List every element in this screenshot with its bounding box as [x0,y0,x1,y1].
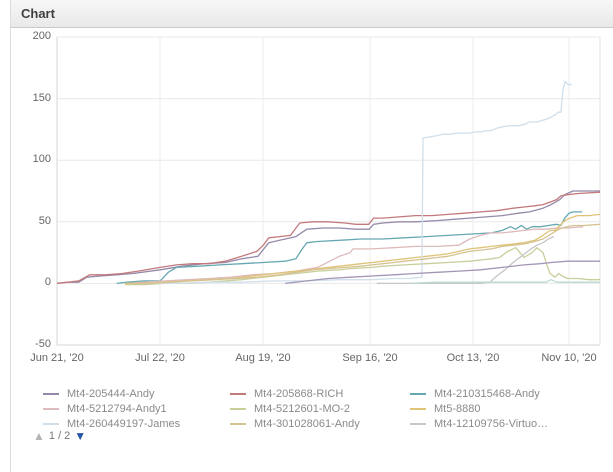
legend-label: Mt4-210315468-Andy [434,387,540,400]
series-line [127,226,584,285]
legend-label: Mt4-205868-RICH [254,387,344,400]
legend-item[interactable]: Mt5-8880 [410,401,570,416]
x-tick-label: Jun 21, '20 [30,352,84,364]
series-line [56,191,601,285]
series-line [124,247,600,286]
legend-prev-page-icon[interactable]: ▲ [33,429,45,443]
legend-label: Mt4-205444-Andy [67,387,155,400]
legend-swatch [43,392,59,395]
legend-pager: ▲ 1 / 2 ▼ [33,430,86,442]
series-line [124,213,601,285]
x-tick-label: Jul 22, '20 [135,352,185,364]
legend-label: Mt5-8880 [434,402,481,415]
legend-label: Mt4-5212601-MO-2 [254,402,350,415]
legend-item[interactable]: Mt4-5212794-Andy1 [43,401,223,416]
x-tick-label: Oct 13, '20 [446,352,500,364]
series-line [116,211,583,285]
x-tick-label: Sep 16, '20 [342,352,398,364]
y-tick-label: 150 [32,91,51,104]
legend-label: Mt4-12109756-Virtuo… [434,417,549,430]
legend-item[interactable]: Mt4-260449197-James [43,416,223,431]
legend-item[interactable]: Mt4-5212601-MO-2 [230,401,402,416]
legend-label: Mt4-260449197-James [67,417,181,430]
legend-item[interactable]: Mt4-210315468-Andy [410,386,570,401]
legend-item[interactable]: Mt4-301028061-Andy [230,416,402,431]
legend-swatch [43,407,59,410]
legend-swatch [410,392,426,395]
series-line [129,223,601,285]
series-line [376,236,555,285]
series-line [409,279,600,285]
series-line [285,260,600,285]
x-tick-label: Nov 10, '20 [541,352,597,364]
legend-swatch [43,422,59,425]
panel-title: Chart [11,0,613,28]
y-tick-label: 0 [44,276,51,289]
y-tick-label: 200 [32,30,51,42]
legend-label: Mt4-5212794-Andy1 [67,402,167,415]
legend-swatch [230,422,246,425]
series-line [149,80,573,285]
legend-item[interactable]: Mt4-12109756-Virtuo… [410,416,570,431]
y-tick-label: -50 [35,338,51,350]
legend-label: Mt4-301028061-Andy [254,417,360,430]
legend-swatch [410,422,426,425]
legend-page-indicator: 1 / 2 [48,430,71,442]
legend-swatch [230,407,246,410]
legend-swatch [410,407,426,410]
legend-swatch [230,392,246,395]
legend-next-page-icon[interactable]: ▼ [74,429,87,443]
chart-legend: Mt4-205444-Andy Mt4-205868-RICH Mt4-210315… [43,384,609,432]
legend-item[interactable]: Mt4-205444-Andy [43,386,223,401]
y-tick-label: 100 [32,153,51,166]
y-tick-label: 50 [38,214,51,227]
chart-panel: Chart [10,0,613,472]
series-line [56,190,600,285]
legend-item[interactable]: Mt4-205868-RICH [230,386,402,401]
x-tick-label: Aug 19, '20 [235,352,291,364]
